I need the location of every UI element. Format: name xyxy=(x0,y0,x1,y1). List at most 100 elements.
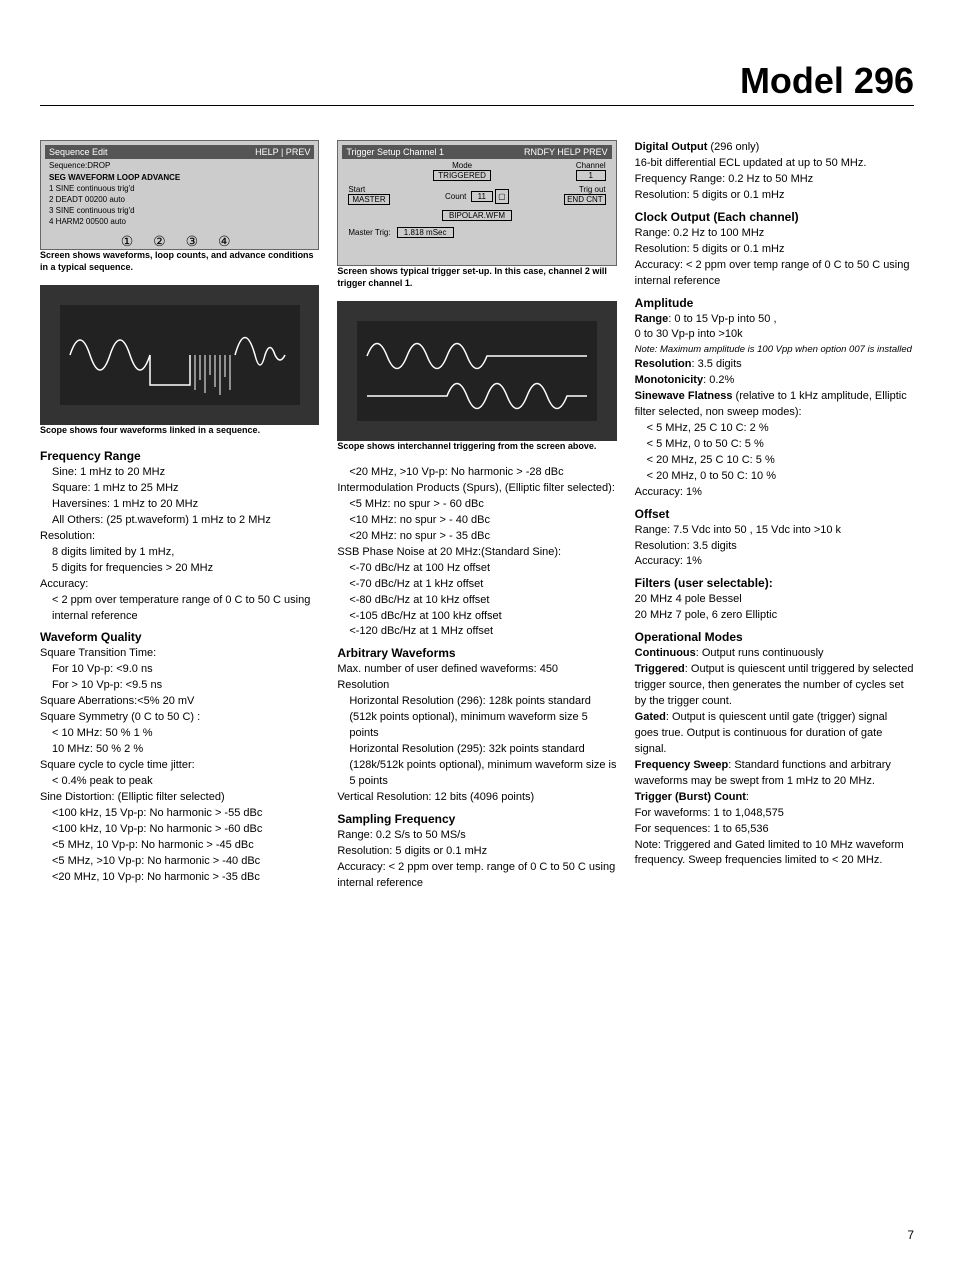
triggered-box: TRIGGERED xyxy=(433,170,491,181)
spec-sub: (296 only) xyxy=(707,141,759,153)
spec-line: Resolution: 5 digits or 0.1 mHz xyxy=(635,242,914,258)
sequence-edit-screenshot: Sequence Edit HELP | PREV Sequence:DROP … xyxy=(40,140,319,250)
spec-line: <100 kHz, 15 Vp-p: No harmonic > -55 dBc xyxy=(40,806,319,822)
clock-output-head: Clock Output (Each channel) xyxy=(635,210,914,224)
sinewave-flatness-label: Sinewave Flatness xyxy=(635,390,733,402)
ui-header: Sequence Edit HELP | PREV xyxy=(45,145,314,159)
seq-label: Sequence:DROP xyxy=(45,159,314,172)
gated-label: Gated xyxy=(635,711,666,723)
column-3: Digital Output (296 only) 16-bit differe… xyxy=(635,140,914,892)
freq-sweep-label: Frequency Sweep xyxy=(635,759,729,771)
seq-row: 3 SINE continuous trig'd xyxy=(45,205,314,216)
range-label: Range xyxy=(635,313,669,325)
trigger-count-label: Trigger (Burst) Count xyxy=(635,791,746,803)
spec-line: < 5 MHz, 25 C 10 C: 2 % xyxy=(635,421,914,437)
spec-line: Resolution: 5 digits or 0.1 mHz xyxy=(635,188,914,204)
bipolar-box: BIPOLAR.WFM xyxy=(442,210,512,221)
spec-line: Intermodulation Products (Spurs), (Ellip… xyxy=(337,481,616,497)
spec-line: Sine Distortion: (Elliptic filter select… xyxy=(40,790,319,806)
spec-line: Frequency Sweep: Standard functions and … xyxy=(635,758,914,790)
spec-line: Accuracy: 1% xyxy=(635,485,914,501)
ui-title: Trigger Setup Channel 1 xyxy=(346,147,444,157)
mode-label: Mode xyxy=(348,161,576,170)
spec-line: Haversines: 1 mHz to 20 MHz xyxy=(40,497,319,513)
spec-line: Sine: 1 mHz to 20 MHz xyxy=(40,465,319,481)
seq-row: 2 DEADT 00200 auto xyxy=(45,194,314,205)
channel-val: 1 xyxy=(576,170,606,181)
resolution-label: Resolution xyxy=(635,358,692,370)
spec-val: : xyxy=(746,791,749,803)
spec-line: Range: 0 to 15 Vp-p into 50 , xyxy=(635,312,914,328)
spec-line: All Others: (25 pt.waveform) 1 mHz to 2 … xyxy=(40,513,319,529)
monotonicity-label: Monotonicity xyxy=(635,374,703,386)
spec-line: Accuracy: xyxy=(40,577,319,593)
master-trig-label: Master Trig: xyxy=(348,228,390,237)
spec-line: Digital Output (296 only) xyxy=(635,140,914,156)
spec-line: 20 MHz 7 pole, 6 zero Elliptic xyxy=(635,608,914,624)
header-rule xyxy=(40,105,914,106)
spec-line: <100 kHz, 10 Vp-p: No harmonic > -60 dBc xyxy=(40,822,319,838)
spec-line: 16-bit differential ECL updated at up to… xyxy=(635,156,914,172)
spec-line: Square Aberrations:<5% 20 mV xyxy=(40,694,319,710)
continuous-label: Continuous xyxy=(635,647,696,659)
spec-line: < 5 MHz, 0 to 50 C: 5 % xyxy=(635,437,914,453)
spec-line: <-80 dBc/Hz at 10 kHz offset xyxy=(337,593,616,609)
spec-line: Accuracy: < 2 ppm over temp. range of 0 … xyxy=(337,860,616,892)
channel-label: Channel xyxy=(576,161,606,170)
spec-line: 0 to 30 Vp-p into >10k xyxy=(635,327,914,343)
triggered-label: Triggered xyxy=(635,663,685,675)
ui-buttons: HELP | PREV xyxy=(255,147,310,157)
spec-note: Note: Maximum amplitude is 100 Vpp when … xyxy=(635,343,914,357)
spec-line: <10 MHz: no spur > - 40 dBc xyxy=(337,513,616,529)
ui-header: Trigger Setup Channel 1 RNDFY HELP PREV xyxy=(342,145,611,159)
caption-4: Scope shows interchannel triggering from… xyxy=(337,441,616,453)
seq-row: 1 SINE continuous trig'd xyxy=(45,183,314,194)
spec-line: <-70 dBc/Hz at 100 Hz offset xyxy=(337,561,616,577)
spec-line: Note: Triggered and Gated limited to 10 … xyxy=(635,838,914,870)
spec-line: Square Symmetry (0 C to 50 C) : xyxy=(40,710,319,726)
column-1: Sequence Edit HELP | PREV Sequence:DROP … xyxy=(40,140,319,892)
spec-line: <20 MHz: no spur > - 35 dBc xyxy=(337,529,616,545)
operational-modes-head: Operational Modes xyxy=(635,630,914,644)
caption-3: Screen shows typical trigger set-up. In … xyxy=(337,266,616,289)
trig-out-label: Trig out xyxy=(564,185,606,194)
arbitrary-waveforms-head: Arbitrary Waveforms xyxy=(337,646,616,660)
spec-line: Max. number of user defined waveforms: 4… xyxy=(337,662,616,678)
spec-line: 10 MHz: 50 % 2 % xyxy=(40,742,319,758)
master-box: MASTER xyxy=(348,194,389,205)
scope-screenshot-1 xyxy=(40,285,319,425)
spec-line: <20 MHz, >10 Vp-p: No harmonic > -28 dBc xyxy=(337,465,616,481)
freq-range-head: Frequency Range xyxy=(40,449,319,463)
spec-line: Triggered: Output is quiescent until tri… xyxy=(635,662,914,710)
spec-line: <-120 dBc/Hz at 1 MHz offset xyxy=(337,624,616,640)
spec-line: < 20 MHz, 0 to 50 C: 10 % xyxy=(635,469,914,485)
spec-line: < 0.4% peak to peak xyxy=(40,774,319,790)
spec-line: Monotonicity: 0.2% xyxy=(635,373,914,389)
page-title: Model 296 xyxy=(740,60,914,102)
spec-line: Horizontal Resolution (295): 32k points … xyxy=(337,742,616,790)
start-label: Start xyxy=(348,185,389,194)
spec-line: Range: 0.2 S/s to 50 MS/s xyxy=(337,828,616,844)
spec-line: <-105 dBc/Hz at 100 kHz offset xyxy=(337,609,616,625)
spec-line: Frequency Range: 0.2 Hz to 50 MHz xyxy=(635,172,914,188)
waveform-quality-head: Waveform Quality xyxy=(40,630,319,644)
spec-val: : 0.2% xyxy=(703,374,734,386)
spec-line: Square Transition Time: xyxy=(40,646,319,662)
spec-line: Sinewave Flatness (relative to 1 kHz amp… xyxy=(635,389,914,421)
spec-line: Accuracy: 1% xyxy=(635,554,914,570)
caption-1: Screen shows waveforms, loop counts, and… xyxy=(40,250,319,273)
spec-line: Resolution: 5 digits or 0.1 mHz xyxy=(337,844,616,860)
spec-line: Continuous: Output runs continuously xyxy=(635,646,914,662)
count-val: 11 xyxy=(471,191,493,202)
sampling-freq-head: Sampling Frequency xyxy=(337,812,616,826)
spec-line: Range: 7.5 Vdc into 50 , 15 Vdc into >10… xyxy=(635,523,914,539)
spec-val: : Output is quiescent until gate (trigge… xyxy=(635,711,888,755)
filters-head: Filters (user selectable): xyxy=(635,576,914,590)
seq-cols: SEG WAVEFORM LOOP ADVANCE xyxy=(45,172,314,183)
spec-line: Gated: Output is quiescent until gate (t… xyxy=(635,710,914,758)
spec-line: <20 MHz, 10 Vp-p: No harmonic > -35 dBc xyxy=(40,870,319,886)
trig-val: 1.818 mSec xyxy=(397,227,454,238)
spec-line: SSB Phase Noise at 20 MHz:(Standard Sine… xyxy=(337,545,616,561)
spec-line: Accuracy: < 2 ppm over temp range of 0 C… xyxy=(635,258,914,290)
spec-line: <5 MHz, >10 Vp-p: No harmonic > -40 dBc xyxy=(40,854,319,870)
